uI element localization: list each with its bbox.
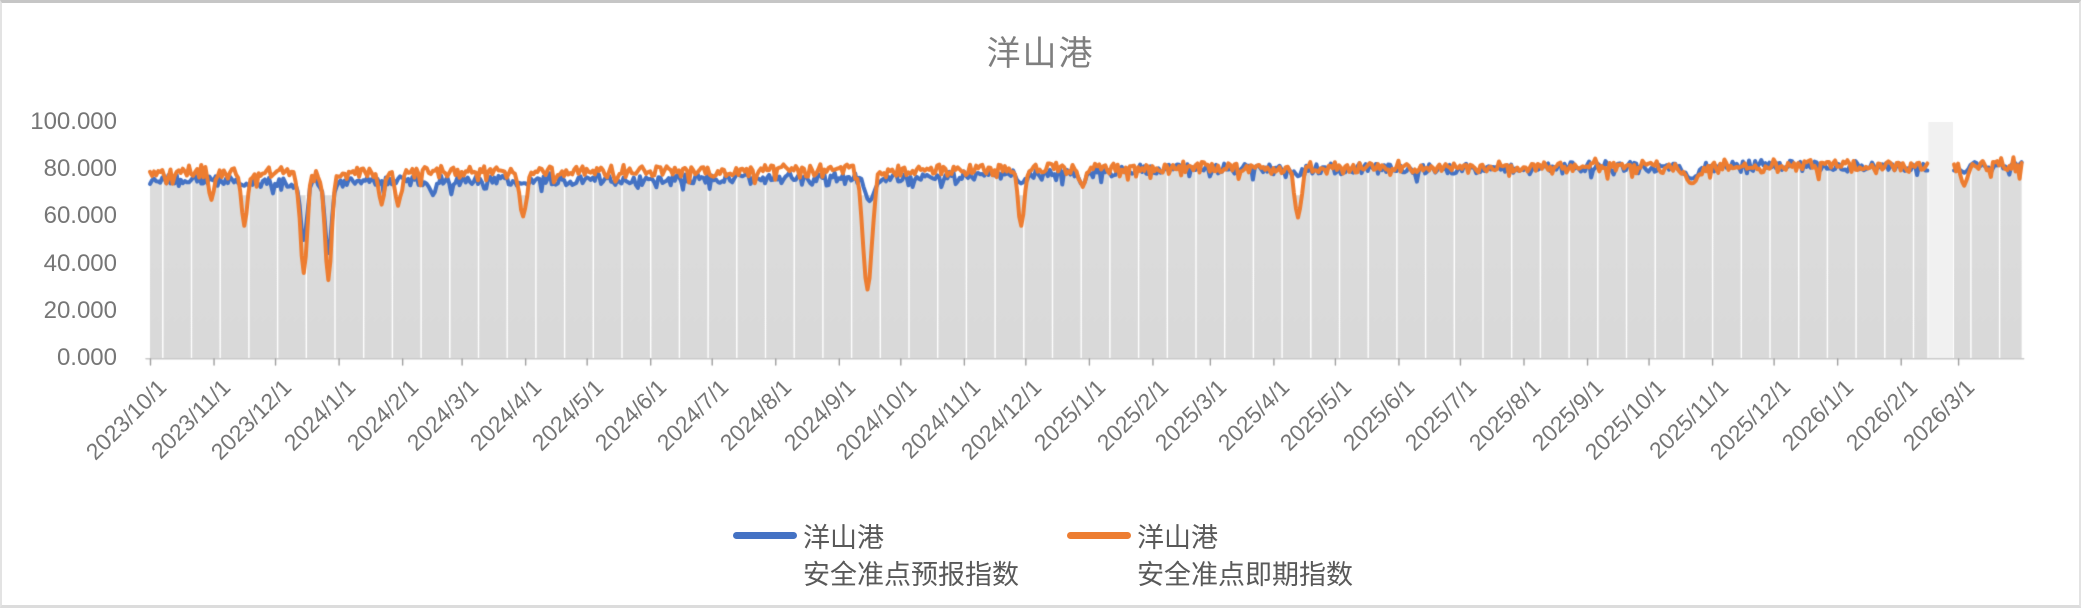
legend-item-forecast: 洋山港 安全准点预报指数	[733, 520, 1019, 594]
legend-label-forecast-line1: 洋山港	[803, 523, 884, 553]
forecast-series-swatch-icon	[733, 532, 797, 539]
legend-label-forecast-line2: 安全准点预报指数	[803, 560, 1019, 590]
chart-title: 洋山港	[986, 35, 1095, 73]
legend-label-spot-line2: 安全准点即期指数	[1137, 560, 1353, 590]
legend-item-spot: 洋山港 安全准点即期指数	[1067, 520, 1353, 594]
legend-label-forecast: 洋山港 安全准点预报指数	[803, 520, 1019, 594]
y-axis-label: 100.000	[30, 108, 117, 135]
y-axis-label: 20.000	[43, 296, 117, 324]
y-axis-label: 60.000	[43, 202, 117, 230]
y-axis-label: 80.000	[43, 155, 117, 183]
legend-label-spot-line1: 洋山港	[1137, 523, 1218, 553]
spot-series-swatch-icon	[1067, 532, 1131, 539]
y-axis-label: 0.000	[56, 344, 117, 371]
y-axis-label: 40.000	[43, 249, 117, 277]
legend-label-spot: 洋山港 安全准点即期指数	[1137, 520, 1353, 594]
